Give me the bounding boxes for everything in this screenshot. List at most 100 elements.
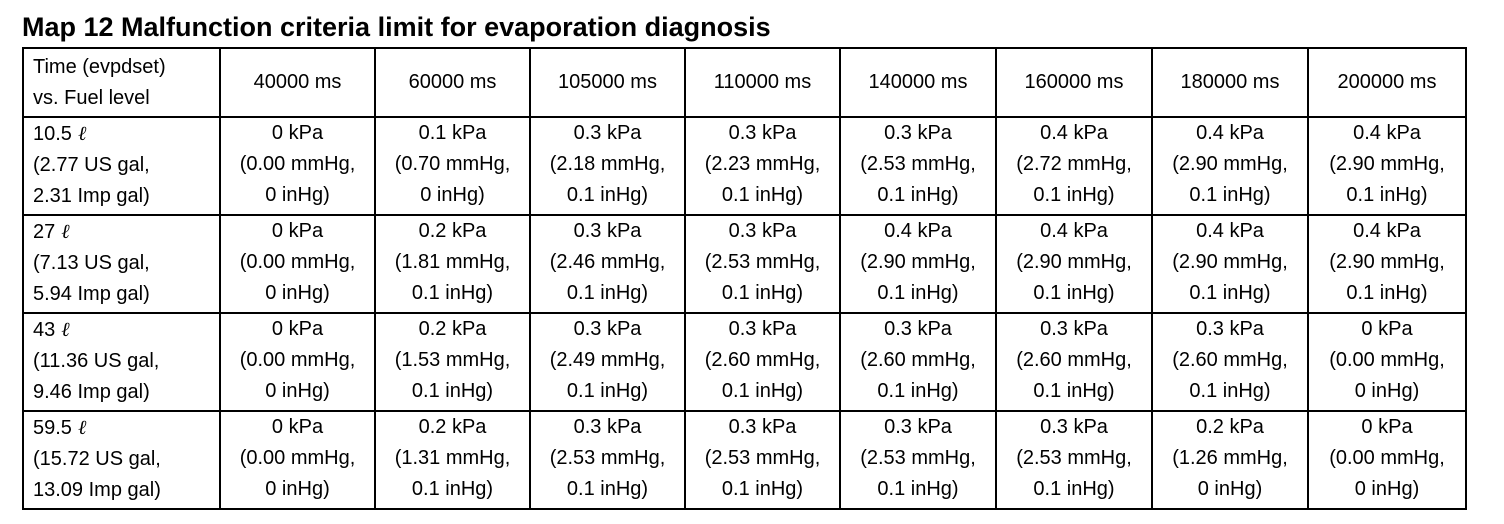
pressure-kpa: 0.4 kPa: [1196, 220, 1264, 242]
column-header-110000: 110000 ms: [684, 47, 841, 118]
pressure-inhg: 0.1 inHg): [566, 478, 649, 500]
pressure-cell: 0.3 kPa (2.53 mmHg, 0.1 inHg): [684, 410, 841, 510]
pressure-cell: 0.2 kPa (1.53 mmHg, 0.1 inHg): [374, 312, 531, 412]
pressure-kpa: 0.3 kPa: [573, 416, 642, 438]
pressure-inhg: 0.1 inHg): [1346, 184, 1428, 206]
pressure-cell: 0.4 kPa (2.90 mmHg, 0.1 inHg): [839, 214, 997, 314]
pressure-kpa: 0.3 kPa: [1196, 318, 1264, 340]
pressure-inhg: 0 inHg): [1354, 478, 1420, 500]
pressure-inhg: 0 inHg): [420, 184, 485, 206]
pressure-inhg: 0.1 inHg): [566, 184, 649, 206]
pressure-kpa: 0.2 kPa: [418, 318, 487, 340]
pressure-inhg: 0.1 inHg): [1189, 282, 1271, 304]
pressure-mmhg: (0.00 mmHg,: [239, 153, 356, 175]
fuel-level-line-1: 10.5 ℓ: [33, 118, 219, 150]
pressure-kpa: 0.3 kPa: [884, 122, 952, 144]
pressure-inhg: 0.1 inHg): [1033, 282, 1115, 304]
pressure-mmhg: (2.90 mmHg,: [1172, 251, 1288, 273]
pressure-inhg: 0.1 inHg): [1033, 478, 1115, 500]
pressure-mmhg: (2.49 mmHg,: [549, 349, 666, 371]
pressure-mmhg: (2.53 mmHg,: [860, 153, 976, 175]
pressure-mmhg: (2.90 mmHg,: [1329, 153, 1445, 175]
pressure-mmhg: (2.60 mmHg,: [1016, 349, 1132, 371]
fuel-level-liters: 43: [33, 319, 56, 341]
pressure-inhg: 0.1 inHg): [877, 478, 959, 500]
fuel-level-line-1: 59.5 ℓ: [33, 412, 219, 444]
pressure-kpa: 0.2 kPa: [418, 416, 487, 438]
pressure-inhg: 0.1 inHg): [1033, 184, 1115, 206]
table-row: 10.5 ℓ (2.77 US gal, 2.31 Imp gal) 0 kPa (0.0…: [22, 116, 1467, 216]
pressure-inhg: 0.1 inHg): [411, 282, 494, 304]
pressure-kpa: 0 kPa: [271, 416, 324, 438]
pressure-mmhg: (0.70 mmHg,: [394, 153, 511, 175]
pressure-kpa: 0.3 kPa: [728, 318, 797, 340]
pressure-kpa: 0.3 kPa: [884, 318, 952, 340]
pressure-kpa: 0.4 kPa: [1040, 122, 1108, 144]
pressure-mmhg: (0.00 mmHg,: [1329, 447, 1445, 469]
pressure-kpa: 0.3 kPa: [728, 220, 797, 242]
pressure-kpa: 0.3 kPa: [728, 416, 797, 438]
pressure-mmhg: (0.00 mmHg,: [239, 251, 356, 273]
column-header-200000: 200000 ms: [1307, 47, 1467, 118]
fuel-level-cell: 43 ℓ (11.36 US gal, 9.46 Imp gal): [22, 312, 221, 412]
pressure-kpa: 0.2 kPa: [1196, 416, 1264, 438]
pressure-kpa: 0.3 kPa: [573, 220, 642, 242]
pressure-cell: 0.3 kPa (2.60 mmHg, 0.1 inHg): [1151, 312, 1309, 412]
pressure-cell: 0.3 kPa (2.18 mmHg, 0.1 inHg): [529, 116, 686, 216]
pressure-inhg: 0.1 inHg): [411, 478, 494, 500]
pressure-inhg: 0.1 inHg): [566, 380, 649, 402]
pressure-cell: 0.4 kPa (2.72 mmHg, 0.1 inHg): [995, 116, 1153, 216]
pressure-kpa: 0.3 kPa: [884, 416, 952, 438]
pressure-mmhg: (2.60 mmHg,: [704, 349, 821, 371]
pressure-cell: 0 kPa (0.00 mmHg, 0 inHg): [219, 214, 376, 314]
pressure-mmhg: (0.00 mmHg,: [1329, 349, 1445, 371]
pressure-cell: 0.3 kPa (2.23 mmHg, 0.1 inHg): [684, 116, 841, 216]
pressure-cell: 0.3 kPa (2.60 mmHg, 0.1 inHg): [684, 312, 841, 412]
fuel-level-liters: 10.5: [33, 123, 72, 145]
pressure-kpa: 0.4 kPa: [1196, 122, 1264, 144]
column-header-60000: 60000 ms: [374, 47, 531, 118]
liter-symbol: ℓ: [77, 121, 87, 145]
corner-line-2: vs. Fuel level: [33, 86, 150, 109]
pressure-mmhg: (2.60 mmHg,: [1172, 349, 1288, 371]
criteria-table: Time (evpdset) vs. Fuel level 40000 ms 6…: [22, 47, 1467, 510]
fuel-level-liters: 59.5: [33, 417, 72, 439]
pressure-inhg: 0.1 inHg): [1189, 380, 1271, 402]
liter-symbol: ℓ: [61, 317, 70, 341]
fuel-level-cell: 27 ℓ (7.13 US gal, 5.94 Imp gal): [22, 214, 221, 314]
table-header-row: Time (evpdset) vs. Fuel level 40000 ms 6…: [22, 47, 1467, 118]
pressure-kpa: 0.3 kPa: [1040, 318, 1108, 340]
pressure-mmhg: (1.53 mmHg,: [394, 349, 511, 371]
pressure-inhg: 0.1 inHg): [566, 282, 649, 304]
pressure-kpa: 0.4 kPa: [1040, 220, 1108, 242]
pressure-inhg: 0.1 inHg): [877, 282, 959, 304]
fuel-level-line-1: 43 ℓ: [33, 314, 219, 346]
pressure-kpa: 0 kPa: [271, 220, 324, 242]
pressure-mmhg: (2.53 mmHg,: [704, 447, 821, 469]
pressure-inhg: 0 inHg): [265, 184, 330, 206]
fuel-level-cell: 10.5 ℓ (2.77 US gal, 2.31 Imp gal): [22, 116, 221, 216]
pressure-cell: 0.3 kPa (2.53 mmHg, 0.1 inHg): [684, 214, 841, 314]
corner-line-1: Time (evpdset): [33, 55, 166, 78]
pressure-kpa: 0 kPa: [271, 318, 324, 340]
liter-symbol: ℓ: [61, 219, 70, 243]
pressure-mmhg: (2.90 mmHg,: [1016, 251, 1132, 273]
pressure-inhg: 0.1 inHg): [877, 380, 959, 402]
pressure-mmhg: (1.26 mmHg,: [1172, 447, 1288, 469]
pressure-cell: 0.2 kPa (1.31 mmHg, 0.1 inHg): [374, 410, 531, 510]
pressure-cell: 0 kPa (0.00 mmHg, 0 inHg): [219, 116, 376, 216]
pressure-kpa: 0.4 kPa: [1353, 122, 1421, 144]
pressure-mmhg: (2.53 mmHg,: [549, 447, 666, 469]
pressure-mmhg: (2.18 mmHg,: [549, 153, 666, 175]
pressure-cell: 0.3 kPa (2.60 mmHg, 0.1 inHg): [839, 312, 997, 412]
fuel-level-cell: 59.5 ℓ (15.72 US gal, 13.09 Imp gal): [22, 410, 221, 510]
pressure-cell: 0 kPa (0.00 mmHg, 0 inHg): [1307, 410, 1467, 510]
table-body: 10.5 ℓ (2.77 US gal, 2.31 Imp gal) 0 kPa (0.0…: [22, 116, 1467, 510]
table-row: 27 ℓ (7.13 US gal, 5.94 Imp gal) 0 kPa (0.00 …: [22, 214, 1467, 314]
fuel-level-line-3: 2.31 Imp gal): [33, 185, 150, 207]
pressure-mmhg: (0.00 mmHg,: [239, 447, 356, 469]
table-row: 43 ℓ (11.36 US gal, 9.46 Imp gal) 0 kPa (0.00…: [22, 312, 1467, 412]
pressure-cell: 0.2 kPa (1.26 mmHg, 0 inHg): [1151, 410, 1309, 510]
pressure-inhg: 0.1 inHg): [1189, 184, 1271, 206]
